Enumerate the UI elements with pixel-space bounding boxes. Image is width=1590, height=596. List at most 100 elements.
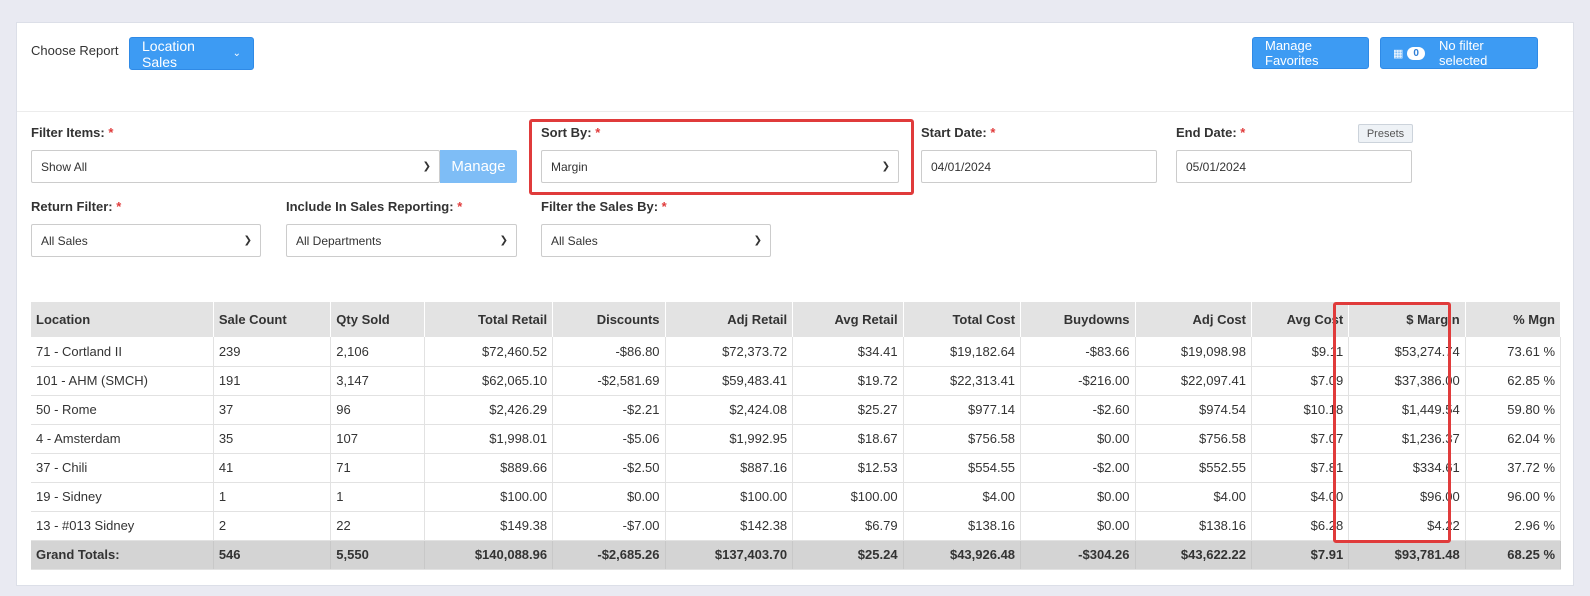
table-cell: -$83.66 [1020,337,1136,367]
end-date-label: End Date: * [1176,125,1246,140]
table-cell: -$7.00 [552,511,666,541]
table-cell: 22 [330,511,426,541]
start-date-label: Start Date: * [921,125,996,140]
chevron-down-icon: ❯ [499,235,508,246]
start-date-input[interactable]: 04/01/2024 [921,150,1157,183]
table-row: 37 - Chili 41 71 $889.66 -$2.50 $887.16 $12.53… [31,453,1562,483]
table-cell: -$2.00 [1020,453,1136,483]
table-cell: $4.22 [1348,511,1466,541]
total-cell: 546 [213,540,332,570]
table-cell: 37.72 % [1465,453,1562,483]
table-cell: $142.38 [665,511,794,541]
table-cell: $7.07 [1251,424,1350,454]
filter-count-badge: 0 [1407,46,1425,60]
table-cell: $138.16 [903,511,1022,541]
choose-report-label: Choose Report [31,43,119,58]
filter-sales-value: All Sales [551,233,598,248]
column-header[interactable]: $ Margin [1348,302,1466,337]
column-header[interactable]: Avg Retail [792,302,904,337]
presets-button[interactable]: Presets [1358,124,1413,143]
table-cell: 71 [330,453,426,483]
filter-sales-select[interactable]: All Sales ❯ [541,224,771,257]
column-header[interactable]: Location [31,302,214,337]
table-cell: $334.61 [1348,453,1466,483]
table-cell: 239 [213,337,332,367]
table-cell: 62.04 % [1465,424,1562,454]
filter-items-value: Show All [41,159,88,174]
column-header[interactable]: Sale Count [213,302,332,337]
table-cell: 1 [213,482,332,512]
table-cell: 4 - Amsterdam [31,424,214,454]
table-cell: -$216.00 [1020,366,1136,396]
table-cell: 96.00 % [1465,482,1562,512]
table-cell: -$2.60 [1020,395,1136,425]
table-cell: 41 [213,453,332,483]
total-cell: 5,550 [330,540,426,570]
column-header[interactable]: % Mgn [1465,302,1562,337]
filter-items-select[interactable]: Show All ❯ [31,150,440,183]
total-cell: $93,781.48 [1348,540,1466,570]
table-cell: $100.00 [792,482,904,512]
total-cell: $140,088.96 [424,540,554,570]
report-panel: Choose Report Location Sales ⌄ Manage Fa… [16,22,1574,586]
table-cell: $1,992.95 [665,424,794,454]
column-header[interactable]: Qty Sold [330,302,426,337]
table-cell: 62.85 % [1465,366,1562,396]
manage-button[interactable]: Manage [440,150,517,183]
end-date-input[interactable]: 05/01/2024 [1176,150,1412,183]
table-cell: $62,065.10 [424,366,554,396]
table-cell: 191 [213,366,332,396]
table-cell: $100.00 [665,482,794,512]
report-select-button[interactable]: Location Sales ⌄ [129,37,254,70]
table-cell: 71 - Cortland II [31,337,214,367]
report-select-label: Location Sales [142,37,195,70]
table-cell: $10.18 [1251,395,1350,425]
table-cell: $149.38 [424,511,554,541]
location-sales-table: Location Sale Count Qty Sold Total Retail Di… [31,302,1562,570]
table-cell: 2.96 % [1465,511,1562,541]
table-cell: -$86.80 [552,337,666,367]
table-cell: $53,274.74 [1348,337,1466,367]
table-cell: $0.00 [1020,424,1136,454]
table-cell: $887.16 [665,453,794,483]
table-cell: 50 - Rome [31,395,214,425]
column-header[interactable]: Total Retail [424,302,554,337]
sort-by-label: Sort By: * [541,125,601,140]
total-cell: -$304.26 [1020,540,1136,570]
filter-status-button[interactable]: ▦ 0 No filter selected [1380,37,1538,69]
sort-by-highlight [529,119,914,195]
chevron-down-icon: ❯ [243,235,252,246]
table-cell: $19.72 [792,366,904,396]
column-header[interactable]: Avg Cost [1251,302,1350,337]
column-header[interactable]: Adj Retail [665,302,794,337]
total-cell: $137,403.70 [665,540,794,570]
total-cell: 68.25 % [1465,540,1562,570]
table-cell: $6.79 [792,511,904,541]
table-cell: $22,097.41 [1135,366,1252,396]
sort-by-select[interactable]: Margin ❯ [541,150,899,183]
column-header[interactable]: Total Cost [903,302,1022,337]
return-filter-select[interactable]: All Sales ❯ [31,224,261,257]
table-cell: 13 - #013 Sidney [31,511,214,541]
table-cell: $138.16 [1135,511,1252,541]
margin-column-highlight [1333,302,1451,543]
table-cell: 73.61 % [1465,337,1562,367]
table-cell: $0.00 [1020,511,1136,541]
table-cell: $756.58 [1135,424,1252,454]
table-row: 50 - Rome 37 96 $2,426.29 -$2.21 $2,424.08 $25… [31,395,1562,425]
column-header[interactable]: Buydowns [1020,302,1136,337]
table-cell: $4.00 [903,482,1022,512]
filter-status-label: No filter selected [1438,38,1488,68]
table-cell: 37 - Chili [31,453,214,483]
table-cell: -$2.50 [552,453,666,483]
return-filter-value: All Sales [41,233,88,248]
column-header[interactable]: Discounts [552,302,666,337]
table-cell: $19,182.64 [903,337,1022,367]
table-cell: $72,373.72 [665,337,794,367]
table-cell: $18.67 [792,424,904,454]
total-cell: $25.24 [792,540,904,570]
manage-favorites-button[interactable]: Manage Favorites [1252,37,1369,69]
include-sales-select[interactable]: All Departments ❯ [286,224,517,257]
filter-items-label: Filter Items: * [31,125,114,140]
column-header[interactable]: Adj Cost [1135,302,1252,337]
